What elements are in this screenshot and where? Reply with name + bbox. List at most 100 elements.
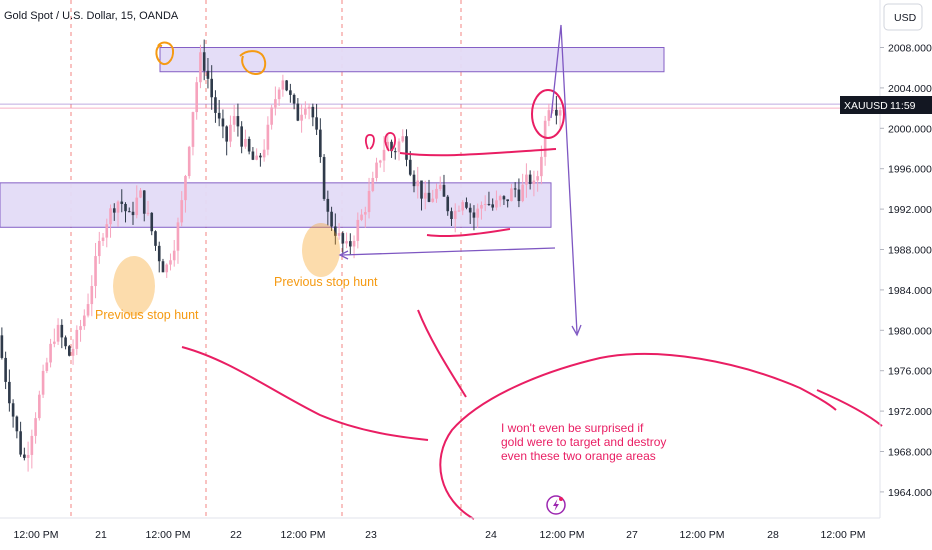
- candle-body: [146, 212, 150, 214]
- candle-body: [255, 155, 258, 160]
- candle-body: [390, 141, 393, 152]
- candle-body: [71, 348, 75, 356]
- candle-body: [296, 103, 300, 121]
- candle-body: [412, 174, 416, 187]
- projection-arrow-head: [571, 324, 582, 337]
- candle-body: [11, 403, 15, 417]
- candle-body: [416, 180, 420, 187]
- candle-body: [274, 99, 277, 108]
- candle-body: [4, 357, 7, 382]
- candle-body: [281, 80, 285, 90]
- y-tick-label: 1976.000: [888, 366, 932, 378]
- candle-body: [112, 208, 116, 213]
- candle-body: [105, 224, 109, 238]
- liquidity-line-top: [399, 148, 557, 157]
- candle-body: [225, 126, 228, 142]
- time-axis[interactable]: 12:00 PM 21 12:00 PM 22 12:00 PM 23 24 12:00 PM…: [14, 529, 866, 541]
- candle-body: [349, 241, 352, 247]
- candle-body: [195, 82, 199, 113]
- candle-body: [8, 381, 11, 404]
- candle-body: [521, 184, 524, 202]
- candle-body: [483, 203, 487, 206]
- x-tick-label: 12:00 PM: [146, 529, 191, 541]
- candle-body: [184, 176, 187, 201]
- candle-body: [191, 112, 195, 147]
- candle-body: [446, 196, 450, 212]
- candle-body: [375, 162, 378, 178]
- note-line-3: even these two orange areas: [501, 449, 656, 463]
- candle-body: [161, 261, 165, 273]
- candle-body: [423, 192, 427, 199]
- y-tick-label: 1964.000: [888, 487, 932, 499]
- candle-body: [397, 141, 401, 153]
- candle-body: [555, 109, 558, 116]
- candle-body: [360, 214, 363, 220]
- x-tick-label: 21: [95, 529, 107, 541]
- lightning-icon[interactable]: [546, 495, 566, 515]
- y-tick-label: 1972.000: [888, 406, 932, 418]
- candle-body: [34, 418, 37, 436]
- stop-hunt-circle-right: [302, 223, 340, 277]
- candle-body: [345, 241, 348, 244]
- stop-hunt-circle-left: [113, 256, 155, 316]
- candle-body: [176, 222, 180, 251]
- y-tick-label: 2004.000: [888, 83, 932, 95]
- y-tick-label: 1984.000: [888, 285, 932, 297]
- candle-body: [427, 192, 431, 202]
- freehand-curve-2: [417, 309, 467, 398]
- session-separators: [0, 0, 880, 518]
- currency-selector[interactable]: USD: [883, 3, 923, 31]
- candle-body: [468, 207, 472, 213]
- candle-body: [180, 200, 184, 223]
- candle-body: [315, 117, 318, 130]
- candle-body: [525, 174, 528, 185]
- y-tick-label: 1980.000: [888, 325, 932, 337]
- candle-body: [435, 188, 438, 199]
- candle-body: [408, 159, 412, 175]
- candle-body: [401, 136, 405, 142]
- candle-body: [187, 146, 191, 177]
- candle-body: [289, 90, 292, 95]
- candle-body: [480, 205, 483, 209]
- x-tick-label: 24: [485, 529, 497, 541]
- y-tick-label: 1992.000: [888, 204, 932, 216]
- x-tick-label: 27: [626, 529, 638, 541]
- candle-body: [60, 324, 64, 338]
- candle-body: [461, 202, 465, 211]
- candle-body: [251, 151, 255, 160]
- candle-body: [142, 190, 146, 214]
- drawing-annotations: [113, 24, 883, 520]
- candle-body: [232, 116, 236, 125]
- candle-body: [300, 114, 303, 121]
- candle-body: [476, 208, 480, 218]
- candle-body: [363, 212, 367, 215]
- candle-body: [319, 129, 322, 158]
- candle-body: [259, 155, 262, 158]
- y-tick-label: 1988.000: [888, 245, 932, 257]
- candle-body: [322, 157, 326, 199]
- candle-body: [382, 149, 386, 161]
- price-axis[interactable]: 2008.000 2004.000 2000.000 1996.000 1992.000…: [880, 43, 932, 499]
- candle-body: [19, 431, 22, 455]
- candle-body: [465, 202, 468, 208]
- candle-body: [491, 204, 494, 208]
- candle-body: [26, 454, 30, 458]
- currency-label: USD: [894, 12, 917, 24]
- candle-body: [543, 120, 547, 157]
- candle-body: [75, 329, 79, 349]
- candle-body: [528, 174, 532, 184]
- candle-body: [472, 212, 476, 218]
- zone-2: [0, 182, 552, 228]
- candle-body: [169, 260, 172, 265]
- candle-body: [236, 116, 240, 127]
- candle-body: [45, 362, 49, 371]
- candle-body: [30, 435, 34, 455]
- candle-body: [172, 250, 176, 261]
- candle-body: [131, 211, 135, 216]
- candle-body: [371, 177, 375, 191]
- candle-body: [498, 196, 502, 201]
- candle-body: [221, 118, 225, 127]
- candle-body: [307, 106, 311, 109]
- candle-body: [495, 200, 498, 208]
